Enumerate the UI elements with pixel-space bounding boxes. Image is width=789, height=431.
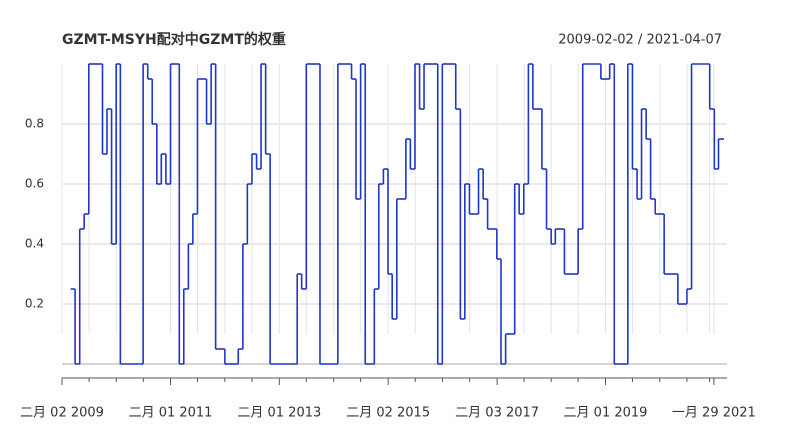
chart-title: GZMT-MSYH配对中GZMT的权重 [62,31,286,48]
x-tick-label: 二月 02 2015 [346,406,430,421]
y-tick-label: 0.2 [25,297,44,311]
x-tick-label: 二月 01 2019 [564,406,648,421]
x-tick-label: 一月 29 2021 [672,406,756,421]
chart-subtitle: 2009-02-02 / 2021-04-07 [558,33,722,48]
y-tick-label: 0.6 [25,177,44,191]
x-tick-label: 二月 02 2009 [20,406,104,421]
y-tick-label: 0.4 [25,237,44,251]
y-tick-label: 0.8 [25,117,44,131]
x-tick-label: 二月 01 2011 [129,406,213,421]
x-tick-label: 二月 01 2013 [237,406,321,421]
x-tick-label: 二月 03 2017 [455,406,539,421]
